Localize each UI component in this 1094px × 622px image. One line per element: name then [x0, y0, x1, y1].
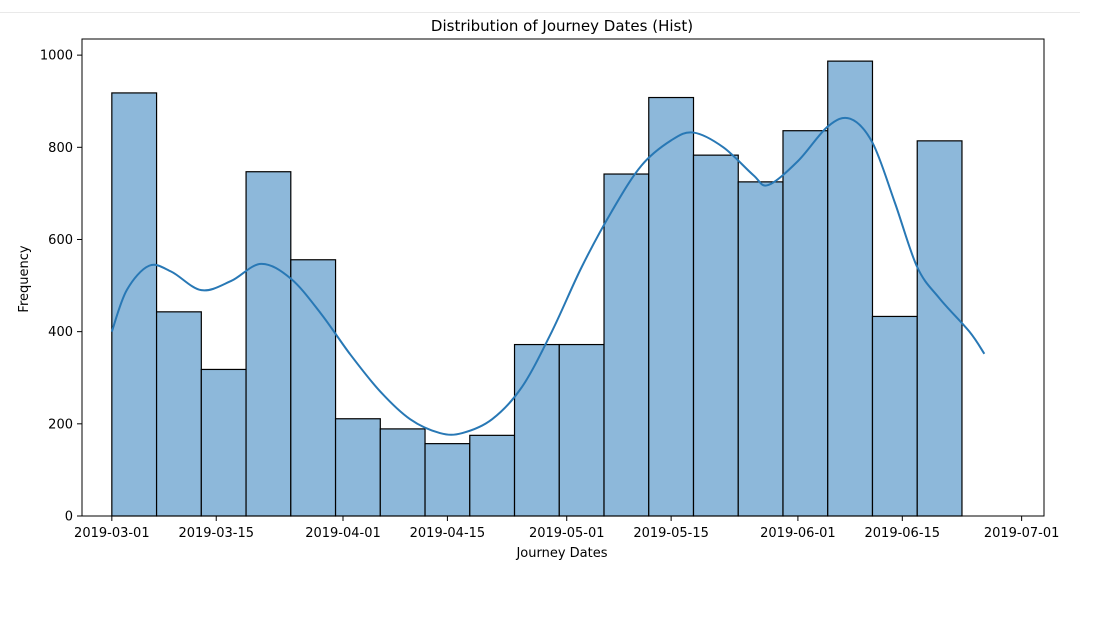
histogram-bar	[245, 171, 292, 517]
x-tick-label: 2019-06-15	[865, 526, 941, 541]
histogram-bar	[424, 443, 471, 517]
histogram-bar	[916, 140, 963, 517]
top-divider	[0, 12, 1080, 13]
x-tick-label: 2019-05-15	[633, 526, 709, 541]
histogram-bar	[737, 181, 784, 517]
histogram-bar	[827, 60, 874, 517]
histogram-bar	[692, 154, 739, 517]
histogram-bar	[558, 343, 605, 517]
histogram-bar	[290, 259, 337, 517]
histogram-bar	[334, 418, 381, 517]
histogram-bar	[603, 173, 650, 517]
histogram-bar	[871, 315, 918, 517]
plot-frame	[81, 38, 1045, 517]
y-tick-label: 200	[48, 417, 73, 432]
x-tick-label: 2019-05-01	[529, 526, 605, 541]
y-tick-label: 400	[48, 325, 73, 340]
histogram-bar	[648, 96, 695, 517]
chart-title: Distribution of Journey Dates (Hist)	[431, 17, 693, 35]
y-tick-label: 800	[48, 141, 73, 156]
x-tick-label: 2019-04-01	[305, 526, 381, 541]
histogram-bar	[155, 311, 202, 517]
kde-curve	[110, 116, 986, 436]
x-tick-label: 2019-04-15	[410, 526, 486, 541]
histogram-bar	[782, 130, 829, 517]
histogram-bar	[379, 428, 426, 517]
y-tick-label: 600	[48, 233, 73, 248]
x-tick-label: 2019-03-15	[178, 526, 254, 541]
x-tick-label: 2019-03-01	[74, 526, 150, 541]
bars	[111, 60, 963, 517]
x-tick-label: 2019-07-01	[984, 526, 1060, 541]
y-tick-label: 0	[65, 510, 73, 525]
y-tick-label: 1000	[40, 49, 73, 64]
y-axis-label: Frequency	[17, 245, 32, 312]
histogram-bar	[469, 434, 516, 517]
y-axis-ticks: 0 200 400 600 800 1000	[40, 49, 82, 525]
histogram-bar	[200, 368, 247, 517]
histogram-bar	[513, 343, 560, 517]
x-tick-label: 2019-06-01	[760, 526, 836, 541]
x-axis-label: Journey Dates	[515, 546, 607, 561]
x-axis-ticks: 2019-03-01 2019-03-15 2019-04-01 2019-04-15…	[74, 516, 1059, 541]
histogram-bar	[111, 92, 158, 517]
